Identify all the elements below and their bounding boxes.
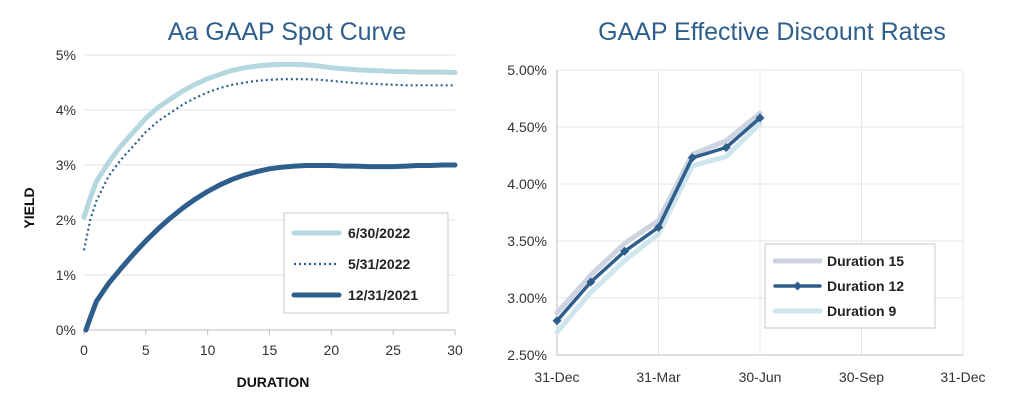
y-tick-label: 3% xyxy=(56,157,76,173)
x-tick-label: 25 xyxy=(385,342,401,358)
spot-curve-axes xyxy=(83,329,456,335)
data-point-marker xyxy=(586,277,596,287)
y-tick-label: 1% xyxy=(56,267,76,283)
series-line-12-31-2021 xyxy=(83,162,458,333)
spot-curve-series xyxy=(81,61,458,333)
data-point-marker xyxy=(687,153,697,163)
x-tick-label: 30-Sep xyxy=(839,369,884,385)
data-point-marker xyxy=(552,316,562,326)
y-tick-label: 4.00% xyxy=(507,176,547,192)
discount-rates-axes xyxy=(556,70,963,356)
data-point-marker xyxy=(755,113,765,123)
discount-rates-chart: GAAP Effective Discount Rates 31-Dec 31-M… xyxy=(507,18,985,385)
legend-label: 12/31/2021 xyxy=(348,287,418,303)
discount-rates-legend: Duration 15 Duration 12 Duration 9 xyxy=(764,243,936,329)
x-tick-label: 15 xyxy=(262,342,278,358)
discount-rates-series xyxy=(552,110,765,335)
x-tick-label: 0 xyxy=(80,342,88,358)
legend-marker xyxy=(793,281,802,291)
series-line-duration-15 xyxy=(554,110,763,316)
data-point-marker xyxy=(620,246,630,256)
discount-rates-ticks: 31-Dec 31-Mar 30-Jun 30-Sep 31-Dec 2.50% 3.00%… xyxy=(507,62,985,385)
x-tick-label: 31-Dec xyxy=(940,369,985,385)
y-tick-label: 2% xyxy=(56,212,76,228)
y-tick-label: 5.00% xyxy=(507,62,547,78)
spot-curve-legend: 6/30/2022 5/31/2022 12/31/2021 xyxy=(283,212,449,314)
legend-label: Duration 15 xyxy=(827,253,904,269)
series-line-6-30-2022 xyxy=(81,61,458,220)
data-point-marker xyxy=(721,143,731,153)
y-tick-label: 3.50% xyxy=(507,233,547,249)
series-line-5-31-2022 xyxy=(82,78,455,251)
x-tick-label: 20 xyxy=(324,342,340,358)
spot-curve-ticks: 0% 1% 2% 3% 4% 5% 0 5 10 15 20 25 30 xyxy=(56,47,463,358)
x-tick-label: 31-Dec xyxy=(534,369,579,385)
y-tick-label: 5% xyxy=(56,47,76,63)
data-point-marker xyxy=(654,222,663,232)
x-tick-label: 10 xyxy=(200,342,216,358)
x-tick-label: 5 xyxy=(142,342,150,358)
spot-curve-x-axis-title: DURATION xyxy=(237,374,310,390)
series-line-duration-9 xyxy=(554,121,763,335)
spot-curve-chart: Aa GAAP Spot Curve 0% 1% 2% 3% 4% 5% 0 5 10 15 20 2… xyxy=(21,18,463,390)
discount-rates-title: GAAP Effective Discount Rates xyxy=(598,18,946,46)
x-tick-label: 30 xyxy=(447,342,463,358)
y-tick-label: 3.00% xyxy=(507,290,547,306)
spot-curve-title: Aa GAAP Spot Curve xyxy=(168,18,407,46)
legend-label: Duration 12 xyxy=(827,278,904,294)
spot-curve-y-axis-title: YIELD xyxy=(21,187,37,228)
legend-label: Duration 9 xyxy=(827,303,896,319)
y-tick-label: 4.50% xyxy=(507,119,547,135)
x-tick-label: 30-Jun xyxy=(739,369,782,385)
y-tick-label: 2.50% xyxy=(507,347,547,363)
y-tick-label: 4% xyxy=(56,102,76,118)
legend-label: 6/30/2022 xyxy=(348,225,410,241)
legend-label: 5/31/2022 xyxy=(348,256,410,272)
x-tick-label: 31-Mar xyxy=(636,369,681,385)
y-tick-label: 0% xyxy=(56,322,76,338)
